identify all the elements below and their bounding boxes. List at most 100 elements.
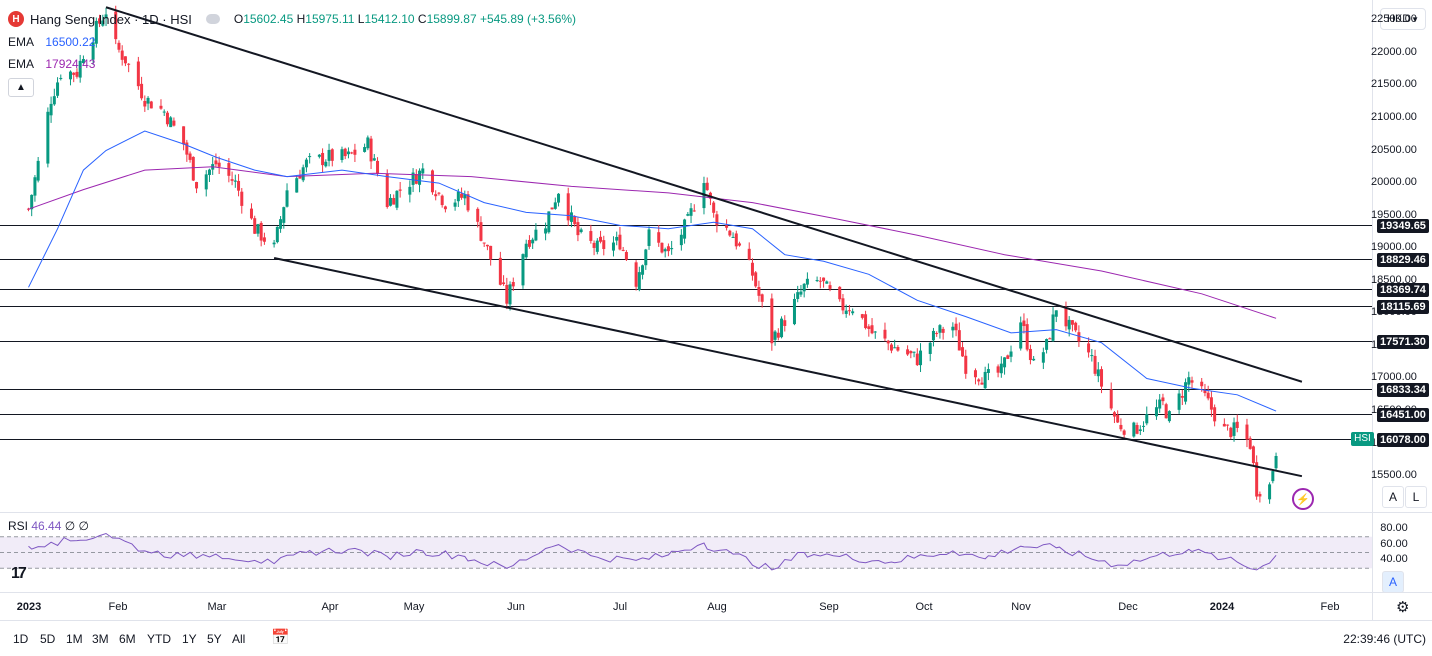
candle-body xyxy=(860,314,864,318)
candle-body xyxy=(1251,446,1255,464)
candle-body xyxy=(195,182,199,189)
range-button-all[interactable]: All xyxy=(232,632,246,646)
candle-body xyxy=(1213,407,1217,422)
candle-body xyxy=(456,191,460,202)
candle-body xyxy=(750,262,754,276)
candle-body xyxy=(757,287,761,296)
range-button-ytd[interactable]: YTD xyxy=(147,632,171,646)
candle-body xyxy=(308,156,312,158)
candle-body xyxy=(964,355,968,374)
candle-body xyxy=(1154,407,1158,417)
candles xyxy=(26,5,1278,504)
candle-body xyxy=(728,230,732,236)
auto-scale-button[interactable]: A xyxy=(1382,486,1404,508)
candle-body xyxy=(59,77,63,79)
candle-body xyxy=(1025,324,1029,350)
candle-body xyxy=(479,222,483,241)
candle-body xyxy=(188,153,192,160)
candle-body xyxy=(75,71,79,77)
candle-body xyxy=(140,83,144,99)
candle-body xyxy=(1222,423,1226,427)
calendar-range-icon[interactable]: 📅 xyxy=(271,629,290,646)
range-button-1d[interactable]: 1D xyxy=(13,632,29,646)
candle-body xyxy=(679,234,683,246)
candle-body xyxy=(611,242,615,251)
range-button-5d[interactable]: 5D xyxy=(40,632,56,646)
candle-body xyxy=(847,310,851,312)
currency-selector[interactable]: HKD ▼ xyxy=(1380,8,1426,30)
candle-body xyxy=(1248,438,1252,449)
candle-body xyxy=(440,195,444,206)
candle-body xyxy=(747,248,751,260)
candle-body xyxy=(505,284,509,304)
candle-body xyxy=(52,96,56,105)
ema-slow-legend[interactable]: EMA 17924.43 xyxy=(8,57,96,71)
rsi-line-path xyxy=(28,532,1277,571)
tradingview-logo-icon[interactable]: 17 xyxy=(11,565,27,582)
candle-body xyxy=(818,280,822,282)
time-tick-label: Oct xyxy=(915,601,933,613)
symbol-legend[interactable]: H Hang Seng Index · 1D · HSI O15602.45 H… xyxy=(8,11,576,27)
legend-collapse-button[interactable]: ▲ xyxy=(8,78,34,97)
candle-body xyxy=(783,320,787,326)
pane-separators xyxy=(0,0,1432,620)
candle-body xyxy=(1184,382,1188,402)
log-scale-button[interactable]: L xyxy=(1405,486,1427,508)
candle-body xyxy=(388,197,392,206)
candle-body xyxy=(421,168,425,174)
time-tick-label: Jun xyxy=(507,601,525,613)
candle-body xyxy=(534,229,538,241)
trendline-upper[interactable] xyxy=(105,6,1303,383)
candle-body xyxy=(149,101,153,109)
candle-body xyxy=(602,240,606,249)
candle-body xyxy=(647,229,651,246)
range-button-3m[interactable]: 3M xyxy=(92,632,109,646)
trendline-lower[interactable] xyxy=(273,257,1303,478)
candle-body xyxy=(618,234,622,250)
candle-body xyxy=(573,216,577,225)
candle-body xyxy=(599,236,603,242)
range-button-6m[interactable]: 6M xyxy=(119,632,136,646)
candle-body xyxy=(773,331,777,340)
ema-lines xyxy=(28,130,1277,412)
lightning-icon[interactable]: ⚡ xyxy=(1292,488,1314,510)
candle-body xyxy=(1048,338,1052,340)
price-tick-label: 17000.00 xyxy=(1371,371,1417,384)
symbol-title[interactable]: Hang Seng Index · 1D · HSI xyxy=(30,11,192,27)
range-button-1y[interactable]: 1Y xyxy=(182,632,197,646)
candle-body xyxy=(26,208,30,210)
candle-body xyxy=(624,252,628,260)
candle-body xyxy=(919,350,923,366)
candle-body xyxy=(712,202,716,213)
candle-body xyxy=(1054,310,1058,317)
candle-body xyxy=(1087,343,1091,353)
candle-body xyxy=(1041,352,1045,363)
candle-body xyxy=(1022,320,1026,327)
candle-body xyxy=(941,328,945,333)
candle-body xyxy=(36,160,40,181)
candle-body xyxy=(886,340,890,344)
rsi-legend[interactable]: RSI 46.44 ∅ ∅ xyxy=(8,519,89,533)
candle-body xyxy=(159,105,163,109)
candle-body xyxy=(576,222,580,236)
candle-body xyxy=(883,329,887,339)
candle-body xyxy=(689,208,693,216)
candle-body xyxy=(1122,430,1126,435)
range-button-1m[interactable]: 1M xyxy=(66,632,83,646)
gear-icon[interactable]: ⚙ xyxy=(1396,599,1410,616)
candle-body xyxy=(770,298,774,344)
time-tick-label: Apr xyxy=(321,601,339,613)
trendlines[interactable] xyxy=(105,6,1303,478)
candle-body xyxy=(566,193,570,221)
candle-body xyxy=(641,265,645,275)
candle-body xyxy=(146,97,150,104)
range-button-5y[interactable]: 5Y xyxy=(207,632,222,646)
candle-body xyxy=(657,232,661,243)
clock[interactable]: 22:39:46 (UTC) xyxy=(1343,632,1426,646)
candle-body xyxy=(476,208,480,222)
candle-body xyxy=(1028,348,1032,361)
rsi-auto-scale-button[interactable]: A xyxy=(1382,571,1404,593)
ema-fast-legend[interactable]: EMA 16500.22 xyxy=(8,35,96,49)
candle-body xyxy=(957,330,961,351)
